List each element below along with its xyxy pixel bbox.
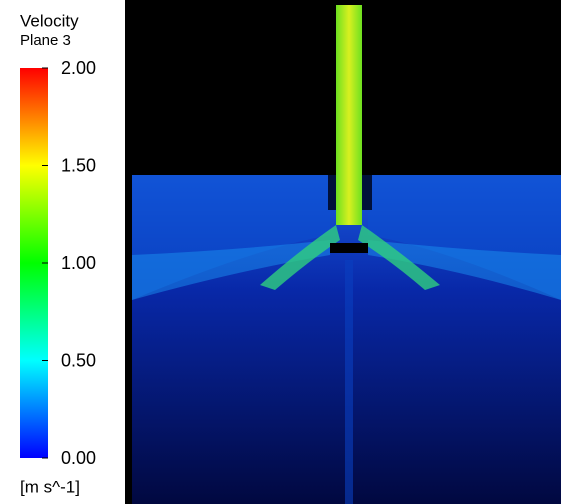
tick-label: 2.00 [61,58,96,78]
tick-label: 1.50 [61,155,96,175]
tick-label: 0.00 [61,448,96,468]
field-plot [132,5,561,504]
tick-label: 1.00 [61,253,96,273]
unit-label: [m s^-1] [20,477,80,496]
tick-label: 0.50 [61,350,96,370]
legend-subtitle: Plane 3 [20,32,71,49]
legend-title: Velocity [20,11,79,30]
